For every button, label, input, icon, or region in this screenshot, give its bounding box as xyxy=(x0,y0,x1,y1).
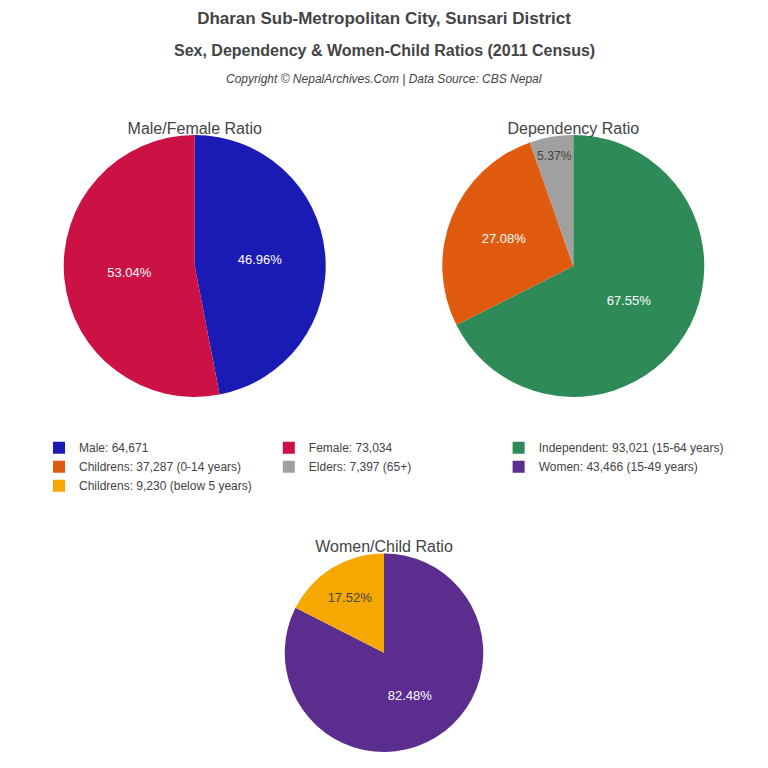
svg-text:67.55%: 67.55% xyxy=(607,293,652,308)
svg-text:Female: 73,034: Female: 73,034 xyxy=(309,441,393,455)
svg-text:17.52%: 17.52% xyxy=(328,590,373,605)
svg-text:Elders: 7,397 (65+): Elders: 7,397 (65+) xyxy=(309,460,411,474)
svg-text:82.48%: 82.48% xyxy=(388,688,433,703)
svg-text:Male: 64,671: Male: 64,671 xyxy=(79,441,149,455)
svg-text:5.37%: 5.37% xyxy=(537,149,572,163)
svg-text:46.96%: 46.96% xyxy=(238,252,283,267)
svg-text:Women: 43,466 (15-49 years): Women: 43,466 (15-49 years) xyxy=(539,460,698,474)
svg-text:27.08%: 27.08% xyxy=(482,231,527,246)
svg-text:Sex, Dependency & Women-Child: Sex, Dependency & Women-Child Ratios (20… xyxy=(174,42,595,59)
svg-text:Childrens: 37,287 (0-14 years): Childrens: 37,287 (0-14 years) xyxy=(79,460,241,474)
svg-text:53.04%: 53.04% xyxy=(107,265,152,280)
svg-text:Women/Child Ratio: Women/Child Ratio xyxy=(315,538,453,555)
svg-text:Dharan Sub-Metropolitan City,: Dharan Sub-Metropolitan City, Sunsari Di… xyxy=(197,9,571,28)
svg-text:Copyright © NepalArchives.Com: Copyright © NepalArchives.Com | Data Sou… xyxy=(226,72,542,86)
svg-text:Childrens: 9,230 (below 5 year: Childrens: 9,230 (below 5 years) xyxy=(79,479,252,493)
svg-text:Dependency Ratio: Dependency Ratio xyxy=(507,120,639,137)
svg-text:Male/Female Ratio: Male/Female Ratio xyxy=(128,120,262,137)
svg-text:Independent: 93,021 (15-64 yea: Independent: 93,021 (15-64 years) xyxy=(539,441,724,455)
